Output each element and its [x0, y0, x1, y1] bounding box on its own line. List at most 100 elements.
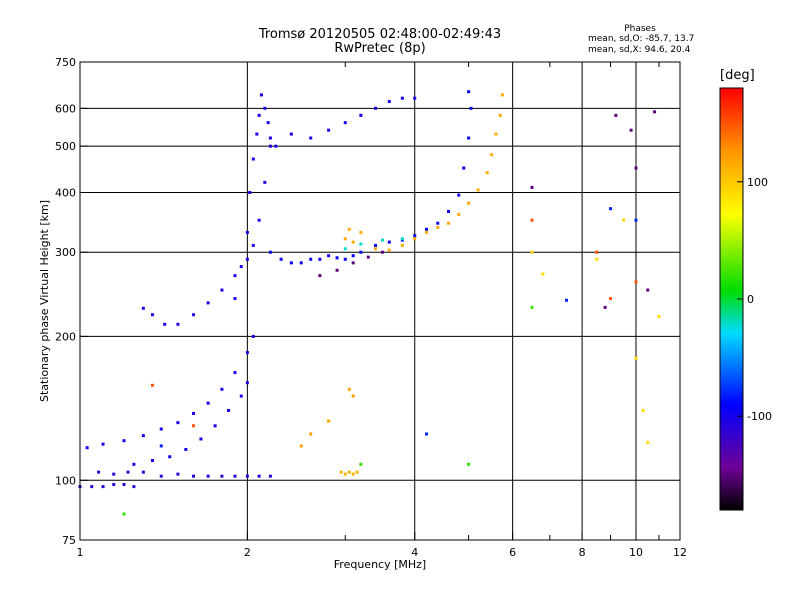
- colorbar-tick-label: 0: [747, 293, 754, 306]
- phase-stat-x: mean, sd,X: 94.6, 20.4: [588, 45, 691, 55]
- data-point: [541, 272, 545, 276]
- data-point: [467, 90, 471, 94]
- data-point: [327, 128, 331, 132]
- data-point: [299, 444, 303, 448]
- data-point: [351, 254, 355, 258]
- data-point: [343, 472, 347, 476]
- y-tick-label: 400: [55, 186, 76, 199]
- data-point: [359, 462, 363, 466]
- data-point: [141, 306, 145, 310]
- data-point: [446, 221, 450, 225]
- data-point: [380, 238, 384, 242]
- data-point: [327, 419, 331, 423]
- data-point: [595, 257, 599, 261]
- data-point: [343, 247, 347, 251]
- data-point: [355, 470, 359, 474]
- data-point: [646, 440, 650, 444]
- data-point: [309, 432, 313, 436]
- data-point: [457, 193, 461, 197]
- data-point: [646, 288, 650, 292]
- data-point: [318, 274, 322, 278]
- data-point: [351, 472, 355, 476]
- data-point: [233, 297, 237, 301]
- data-point: [184, 447, 188, 451]
- data-point: [220, 474, 224, 478]
- data-point: [191, 474, 195, 478]
- data-point: [373, 243, 377, 247]
- data-point: [436, 221, 440, 225]
- data-point: [359, 113, 363, 117]
- data-point: [622, 218, 626, 222]
- data-point: [191, 313, 195, 317]
- data-point: [248, 190, 252, 194]
- data-point: [359, 230, 363, 234]
- data-point: [263, 106, 267, 110]
- data-point: [191, 411, 195, 415]
- data-point: [462, 166, 466, 170]
- data-point: [245, 351, 249, 355]
- data-point: [614, 113, 618, 117]
- data-point: [494, 132, 498, 136]
- data-point: [373, 247, 377, 251]
- data-point: [339, 470, 343, 474]
- plot-frame: [79, 61, 681, 541]
- data-point: [220, 288, 224, 292]
- data-point: [245, 474, 249, 478]
- data-point: [159, 444, 163, 448]
- data-point: [90, 485, 94, 489]
- data-point: [126, 470, 130, 474]
- x-tick-label: 10: [629, 546, 643, 559]
- y-tick-label: 600: [55, 102, 76, 115]
- data-point: [351, 394, 355, 398]
- data-point: [150, 458, 154, 462]
- data-point: [257, 474, 261, 478]
- data-point: [257, 113, 261, 117]
- x-tick-label: 4: [411, 546, 418, 559]
- data-point: [366, 255, 370, 259]
- data-point: [485, 171, 489, 175]
- y-tick-label: 100: [55, 474, 76, 487]
- data-point: [530, 305, 534, 309]
- data-point: [122, 439, 126, 443]
- data-point: [141, 470, 145, 474]
- x-axis-label: Frequency [MHz]: [334, 558, 426, 571]
- y-tick-label: 300: [55, 246, 76, 259]
- data-point: [233, 371, 237, 375]
- data-point: [168, 455, 172, 459]
- data-point: [351, 261, 355, 265]
- data-point: [251, 334, 255, 338]
- data-point: [413, 237, 417, 241]
- data-point: [251, 243, 255, 247]
- data-point: [159, 474, 163, 478]
- data-point: [467, 462, 471, 466]
- data-point: [609, 297, 613, 301]
- y-tick-label: 200: [55, 330, 76, 343]
- data-point: [279, 257, 283, 261]
- data-point: [335, 268, 339, 272]
- data-point: [245, 230, 249, 234]
- data-point: [132, 485, 136, 489]
- chart-title: Tromsø 20120505 02:48:00-02:49:43: [258, 27, 502, 42]
- data-point: [176, 421, 180, 425]
- data-point: [199, 437, 203, 441]
- data-point: [233, 474, 237, 478]
- data-point: [413, 96, 417, 100]
- data-point: [351, 240, 355, 244]
- data-point: [530, 250, 534, 254]
- data-point: [476, 188, 480, 192]
- data-point: [268, 474, 272, 478]
- data-point: [251, 157, 255, 161]
- data-point: [629, 128, 633, 132]
- x-tick-label: 12: [673, 546, 687, 559]
- y-tick-label: 75: [62, 534, 76, 547]
- data-point: [176, 322, 180, 326]
- data-point: [266, 121, 270, 125]
- data-point: [400, 243, 404, 247]
- data-point: [343, 237, 347, 241]
- data-point: [191, 424, 195, 428]
- data-point: [122, 512, 126, 516]
- data-point: [490, 153, 494, 157]
- data-point: [239, 394, 243, 398]
- data-point: [609, 207, 613, 211]
- data-point: [150, 383, 154, 387]
